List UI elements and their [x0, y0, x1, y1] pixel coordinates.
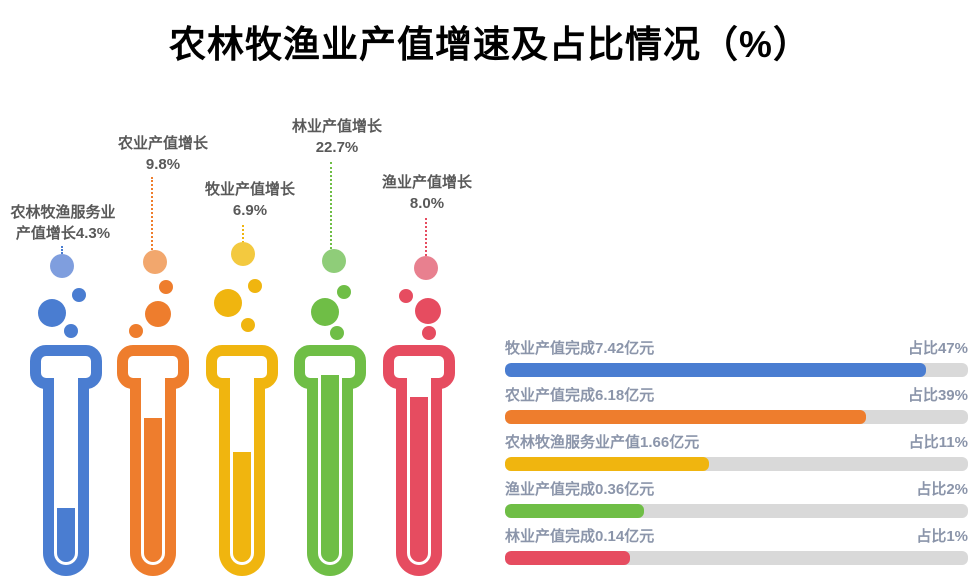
tube-callout: 林业产值增长 22.7%: [277, 116, 397, 158]
bar-share-label: 占比11%: [908, 434, 968, 451]
bubble-icon: [399, 289, 413, 303]
callout-line2: 6.9%: [232, 202, 268, 219]
bubble-icon: [72, 288, 86, 302]
tube-body: [43, 378, 89, 576]
bubble-icon: [143, 250, 167, 274]
tube-callout: 农林牧渔服务业 产值增长4.3%: [0, 202, 126, 244]
bar-row: 牧业产值完成7.42亿元 占比47%: [505, 340, 968, 387]
callout-line1: 农林牧渔服务业: [10, 204, 116, 221]
callout-line2: 22.7%: [315, 139, 359, 156]
callout-line1: 牧业产值增长: [204, 181, 295, 198]
bar-category-label: 农业产值完成6.18亿元: [505, 387, 655, 404]
bar-category-label: 农林牧渔服务业产值1.66亿元: [505, 434, 700, 451]
bubble-icon: [214, 289, 242, 317]
tube-liquid: [57, 507, 75, 562]
bubble-icon: [337, 285, 351, 299]
tube-body: [396, 378, 442, 576]
dotted-connector: [330, 162, 332, 249]
bubble-icon: [50, 254, 74, 278]
callout-line1: 林业产值增长: [291, 118, 382, 135]
bubble-icon: [38, 299, 66, 327]
callout-line2: 9.8%: [145, 156, 181, 173]
bar-category-label: 林业产值完成0.14亿元: [505, 528, 655, 545]
bar-category-label: 牧业产值完成7.42亿元: [505, 340, 655, 357]
bubble-icon: [415, 298, 441, 324]
bubble-icon: [422, 326, 436, 340]
bar-track: [505, 410, 968, 424]
bubble-icon: [330, 326, 344, 340]
tube-body: [219, 378, 265, 576]
callout-line1: 渔业产值增长: [381, 174, 472, 191]
tube-callout: 农业产值增长 9.8%: [103, 133, 223, 175]
tube-callout: 渔业产值增长 8.0%: [367, 172, 487, 214]
bubble-icon: [159, 280, 173, 294]
bar-category-label: 渔业产值完成0.36亿元: [505, 481, 655, 498]
test-tube-icon: [294, 345, 366, 576]
bubble-icon: [241, 318, 255, 332]
tube-liquid: [144, 418, 162, 562]
bubble-icon: [322, 249, 346, 273]
bar-track: [505, 457, 968, 471]
bubble-icon: [311, 298, 339, 326]
bubble-icon: [414, 256, 438, 280]
bar-fill: [505, 363, 927, 377]
bar-share-label: 占比39%: [907, 387, 968, 404]
bubble-icon: [145, 301, 171, 327]
tube-liquid: [321, 375, 339, 562]
bar-row: 林业产值完成0.14亿元 占比1%: [505, 528, 968, 575]
tube-body: [130, 378, 176, 576]
bar-track: [505, 363, 968, 377]
bar-row: 渔业产值完成0.36亿元 占比2%: [505, 481, 968, 528]
callout-line2: 8.0%: [409, 195, 445, 212]
tube-callout: 牧业产值增长 6.9%: [190, 179, 310, 221]
bar-fill: [505, 504, 644, 518]
callout-line2: 产值增长4.3%: [15, 225, 111, 242]
bubble-icon: [248, 279, 262, 293]
test-tube-icon: [30, 345, 102, 576]
bar-row: 农林牧渔服务业产值1.66亿元 占比11%: [505, 434, 968, 481]
dotted-connector: [242, 225, 244, 243]
bar-row: 农业产值完成6.18亿元 占比39%: [505, 387, 968, 434]
bubble-icon: [231, 242, 255, 266]
bar-track: [505, 504, 968, 518]
bar-share-label: 占比1%: [916, 528, 968, 545]
callout-line1: 农业产值增长: [117, 135, 208, 152]
test-tube-icon: [117, 345, 189, 576]
share-bar-chart: 牧业产值完成7.42亿元 占比47% 农业产值完成6.18亿元 占比39% 农林…: [505, 340, 968, 575]
bar-fill: [505, 457, 709, 471]
dotted-connector: [61, 246, 63, 254]
bar-fill: [505, 551, 630, 565]
dotted-connector: [151, 177, 153, 250]
bar-fill: [505, 410, 867, 424]
test-tube-icon: [206, 345, 278, 576]
dotted-connector: [425, 218, 427, 256]
bubble-icon: [129, 324, 143, 338]
bubble-icon: [64, 324, 78, 338]
bar-share-label: 占比47%: [907, 340, 968, 357]
test-tube-icon: [383, 345, 455, 576]
tube-liquid: [410, 397, 428, 562]
bar-track: [505, 551, 968, 565]
tube-body: [307, 375, 353, 576]
page-title: 农林牧渔业产值增速及占比情况（%）: [169, 24, 811, 65]
bar-share-label: 占比2%: [916, 481, 968, 498]
tube-liquid: [233, 451, 251, 562]
